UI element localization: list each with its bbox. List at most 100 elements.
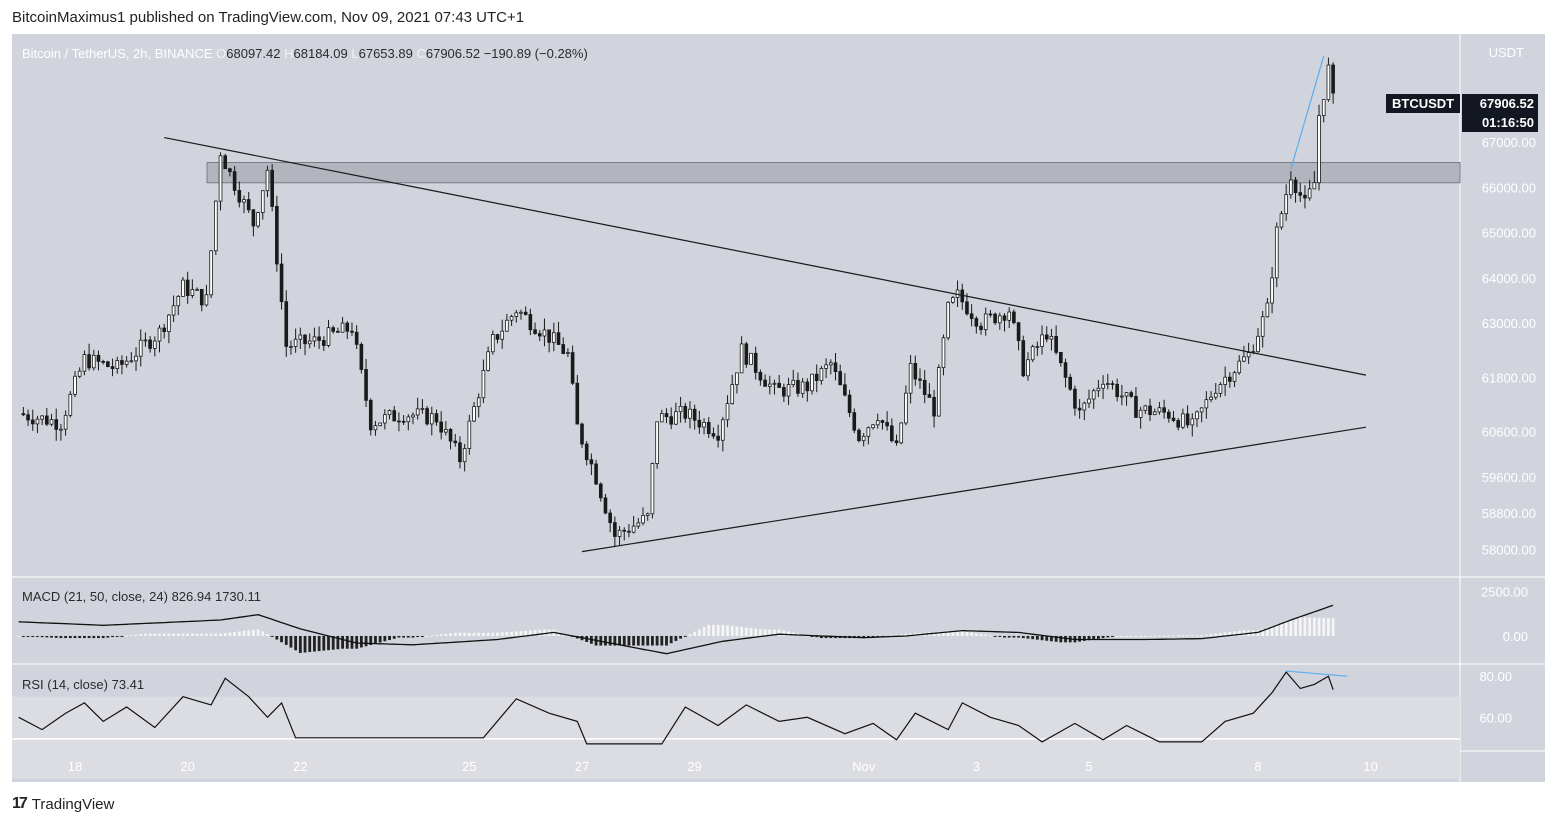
candle-body <box>800 381 805 394</box>
macd-histogram-bar <box>284 635 288 645</box>
macd-histogram-bar <box>256 629 260 636</box>
macd-histogram-bar <box>655 635 659 646</box>
candle-body <box>1199 407 1204 413</box>
macd-histogram-bar <box>871 635 875 638</box>
candle-body <box>157 327 162 342</box>
candle-body <box>59 428 63 431</box>
macd-histogram-bar <box>1143 635 1147 637</box>
macd-histogram-bar <box>120 635 124 637</box>
macd-histogram-bar <box>392 635 396 639</box>
macd-histogram-bar <box>1096 635 1100 639</box>
price-axis-tick: 60600.00 <box>1482 425 1536 440</box>
macd-histogram-bar <box>449 633 452 636</box>
macd-histogram-bar <box>223 633 227 636</box>
candle-body <box>1237 360 1242 374</box>
macd-histogram-bar <box>937 631 941 636</box>
rsi-line <box>18 671 1334 745</box>
macd-histogram-bar <box>744 627 748 636</box>
candle-body <box>1134 395 1138 418</box>
candle-body <box>674 411 678 425</box>
macd-histogram-bar <box>1050 635 1053 642</box>
macd-histogram-bar <box>1280 622 1283 636</box>
macd-histogram-bar <box>735 626 739 636</box>
candle-body <box>429 413 434 425</box>
macd-histogram-bar <box>665 635 668 646</box>
candle-body <box>1152 411 1157 416</box>
macd-histogram-bar <box>608 635 612 646</box>
macd-histogram-bar <box>73 635 77 639</box>
open-label: O <box>216 46 227 61</box>
candle-body <box>490 334 495 353</box>
macd-histogram-bar <box>458 632 462 636</box>
candle-body <box>1026 359 1030 377</box>
candle-body <box>1068 376 1073 390</box>
candle-body <box>232 171 237 191</box>
macd-histogram-bar <box>538 629 542 636</box>
macd-histogram-bar <box>1233 631 1236 636</box>
macd-histogram-bar <box>688 634 692 636</box>
candle-body <box>523 311 528 315</box>
macd-histogram-bar <box>313 635 316 652</box>
macd-histogram-bar <box>200 633 204 636</box>
candle-body <box>340 322 345 333</box>
macd-histogram-bar <box>1082 635 1086 641</box>
macd-histogram-bar <box>219 633 222 636</box>
macd-histogram-bar <box>773 629 776 636</box>
macd-histogram-bar <box>989 635 992 637</box>
macd-histogram-bar <box>979 634 983 636</box>
macd-histogram-bar <box>209 633 213 636</box>
macd-histogram-bar <box>1317 617 1321 636</box>
candle-body <box>472 406 476 422</box>
macd-histogram-bar <box>153 633 157 636</box>
candle-body <box>359 343 364 370</box>
candle-body <box>392 410 397 422</box>
macd-histogram-bar <box>1064 635 1067 643</box>
macd-histogram-bar <box>36 635 39 637</box>
candle-body <box>594 463 598 485</box>
candle-body <box>129 360 134 363</box>
candle-body <box>218 155 223 202</box>
macd-histogram-bar <box>974 633 978 636</box>
candle-body <box>1021 340 1026 377</box>
candle-body <box>331 327 336 332</box>
candle-body <box>631 525 636 533</box>
candle-body <box>1110 383 1115 385</box>
macd-histogram-bar <box>524 630 528 636</box>
candle-body <box>167 314 171 332</box>
candle-body <box>82 354 87 372</box>
candle-body <box>814 373 819 381</box>
macd-histogram-bar <box>144 633 147 636</box>
macd-histogram-bar <box>435 634 438 636</box>
macd-histogram-bar <box>190 633 194 636</box>
candle-body <box>983 313 988 331</box>
macd-histogram-bar <box>820 635 823 639</box>
candle-body <box>927 394 932 398</box>
candle-body <box>702 422 706 428</box>
candle-body <box>476 397 481 407</box>
candle-body <box>735 372 739 386</box>
macd-histogram-bar <box>904 633 908 636</box>
candle-body <box>796 379 800 394</box>
candle-body <box>711 433 716 437</box>
candle-body <box>1059 351 1063 364</box>
candle-body <box>833 362 838 372</box>
candle-body <box>134 355 138 362</box>
macd-histogram-bar <box>777 629 781 636</box>
macd-histogram-bar <box>1115 635 1119 637</box>
candle-body <box>786 384 791 397</box>
price-axis-tick: 58800.00 <box>1482 506 1536 521</box>
candle-body <box>368 399 373 431</box>
candle-body <box>566 352 570 354</box>
candle-body <box>383 414 387 424</box>
macd-histogram-bar <box>660 635 664 646</box>
candle-body <box>763 379 767 387</box>
candle-body <box>791 379 796 385</box>
candle-body <box>613 522 617 537</box>
macd-histogram-bar <box>622 635 626 646</box>
macd-histogram-bar <box>247 630 251 636</box>
macd-histogram-bar <box>378 635 382 643</box>
footer: 17 TradingView <box>12 795 114 813</box>
candle-body <box>697 419 702 428</box>
macd-histogram-bar <box>336 635 340 650</box>
candle-body <box>655 421 659 464</box>
